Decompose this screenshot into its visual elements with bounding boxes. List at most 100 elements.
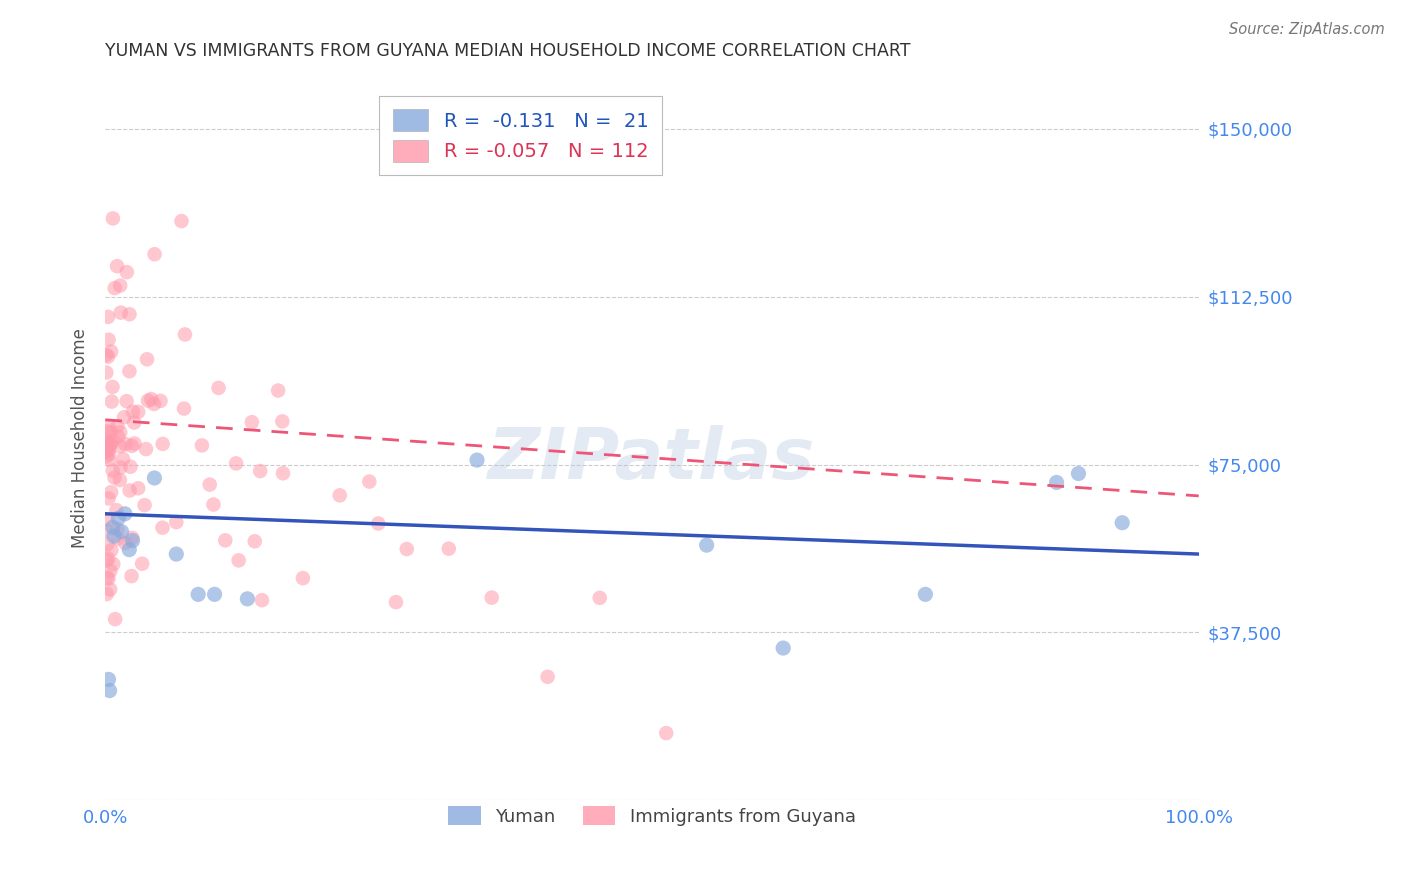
Point — [236, 591, 259, 606]
Point — [359, 475, 381, 489]
Point — [97, 350, 120, 364]
Point — [329, 488, 352, 502]
Point — [121, 531, 143, 545]
Point — [96, 366, 118, 380]
Point — [437, 541, 460, 556]
Point — [114, 507, 136, 521]
Point — [1111, 516, 1133, 530]
Point — [115, 265, 138, 279]
Point — [112, 410, 135, 425]
Text: ZIPatlas: ZIPatlas — [488, 425, 815, 494]
Point — [696, 538, 718, 552]
Point — [108, 473, 131, 487]
Point — [97, 491, 120, 506]
Legend: Yuman, Immigrants from Guyana: Yuman, Immigrants from Guyana — [439, 797, 865, 835]
Point — [108, 439, 131, 453]
Point — [97, 512, 120, 526]
Point — [105, 503, 128, 517]
Point — [98, 447, 121, 461]
Point — [143, 397, 166, 411]
Point — [165, 515, 187, 529]
Point — [100, 485, 122, 500]
Point — [243, 534, 266, 549]
Point — [97, 572, 120, 586]
Point — [914, 587, 936, 601]
Point — [107, 511, 129, 525]
Point — [124, 436, 146, 450]
Point — [118, 483, 141, 498]
Point — [772, 641, 794, 656]
Point — [101, 464, 124, 478]
Point — [103, 470, 125, 484]
Point — [655, 726, 678, 740]
Point — [240, 415, 263, 429]
Point — [96, 450, 118, 464]
Point — [121, 533, 143, 548]
Point — [127, 405, 149, 419]
Point — [101, 211, 124, 226]
Point — [173, 401, 195, 416]
Point — [97, 673, 120, 687]
Point — [589, 591, 612, 605]
Point — [97, 452, 120, 467]
Point — [103, 529, 125, 543]
Point — [97, 310, 120, 324]
Point — [122, 416, 145, 430]
Point — [107, 522, 129, 536]
Point — [97, 333, 120, 347]
Point — [96, 444, 118, 458]
Text: Source: ZipAtlas.com: Source: ZipAtlas.com — [1229, 22, 1385, 37]
Point — [250, 593, 273, 607]
Point — [110, 305, 132, 319]
Point — [385, 595, 408, 609]
Point — [214, 533, 236, 548]
Point — [191, 438, 214, 452]
Point — [267, 384, 290, 398]
Point — [112, 452, 135, 467]
Point — [187, 587, 209, 601]
Point — [1067, 467, 1090, 481]
Point — [108, 278, 131, 293]
Point — [107, 430, 129, 444]
Point — [174, 327, 197, 342]
Point — [105, 259, 128, 273]
Point — [114, 536, 136, 550]
Point — [152, 437, 174, 451]
Point — [107, 532, 129, 546]
Point — [100, 344, 122, 359]
Point — [135, 442, 157, 456]
Point — [104, 281, 127, 295]
Point — [202, 498, 225, 512]
Point — [115, 394, 138, 409]
Point — [96, 570, 118, 584]
Point — [1045, 475, 1067, 490]
Point — [131, 557, 153, 571]
Point — [96, 348, 118, 362]
Point — [141, 392, 163, 406]
Point — [120, 459, 142, 474]
Point — [225, 457, 247, 471]
Point — [103, 558, 125, 572]
Point — [136, 393, 159, 408]
Point — [198, 477, 221, 491]
Point — [110, 524, 132, 539]
Point — [207, 381, 229, 395]
Point — [98, 683, 121, 698]
Point — [96, 434, 118, 448]
Point — [165, 547, 187, 561]
Point — [143, 471, 166, 485]
Point — [465, 453, 488, 467]
Point — [96, 587, 118, 601]
Point — [152, 521, 174, 535]
Point — [97, 442, 120, 457]
Point — [96, 425, 118, 439]
Point — [101, 380, 124, 394]
Point — [249, 464, 271, 478]
Point — [100, 564, 122, 578]
Point — [271, 467, 294, 481]
Point — [481, 591, 503, 605]
Point — [271, 414, 294, 428]
Point — [143, 247, 166, 261]
Point — [114, 437, 136, 451]
Point — [98, 582, 121, 597]
